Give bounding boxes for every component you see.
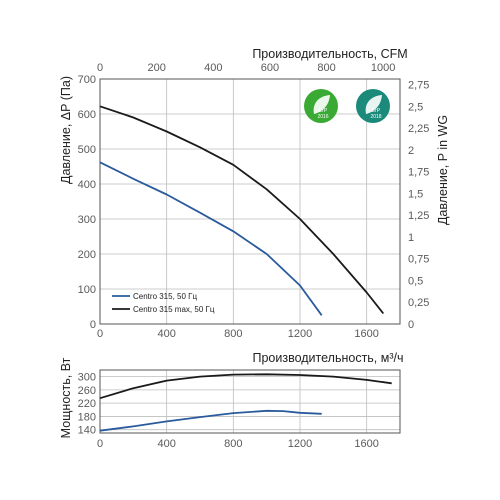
x-tick-label: 0 bbox=[97, 328, 103, 340]
power-x-tick-label: 1200 bbox=[288, 438, 312, 450]
main-grid bbox=[99, 78, 400, 325]
top-tick-label: 0 bbox=[97, 62, 103, 74]
power-x-tick-label: 0 bbox=[97, 438, 103, 450]
right-tick-label: 2,5 bbox=[408, 101, 423, 113]
top-tick-label: 800 bbox=[317, 62, 335, 74]
main-plot-frame bbox=[99, 78, 401, 325]
legend: Centro 315, 50 Гц Centro 315 max, 50 Гц bbox=[112, 292, 215, 314]
right-tick-label: 1,75 bbox=[408, 167, 429, 179]
erp-2016-badge-year: 2016 bbox=[317, 114, 328, 120]
erp-badges: ErP 2016 ErP 2018 bbox=[304, 89, 390, 123]
series-line-centro-315 bbox=[99, 161, 323, 316]
y-tick-label: 200 bbox=[78, 249, 96, 261]
right-axis-title: Давление, P in WG bbox=[436, 115, 450, 225]
power-x-tick-label: 800 bbox=[224, 438, 242, 450]
erp-2018-badge-year: 2018 bbox=[370, 114, 381, 120]
top-tick-label: 1000 bbox=[371, 62, 395, 74]
right-tick-label: 1 bbox=[408, 232, 414, 244]
legend-label-centro-315-max: Centro 315 max, 50 Гц bbox=[133, 305, 215, 314]
leaf-icon bbox=[365, 95, 382, 114]
power-y-tick-label: 260 bbox=[78, 385, 96, 397]
y-tick-label: 600 bbox=[78, 109, 96, 121]
power-y-tick-label: 180 bbox=[78, 411, 96, 423]
power-x-tick-label: 400 bbox=[157, 438, 175, 450]
erp-badge-2018: ErP 2018 bbox=[356, 89, 390, 123]
power-series-lines bbox=[99, 373, 392, 432]
x-tick-label: 1600 bbox=[354, 328, 378, 340]
right-tick-label: 0,75 bbox=[408, 254, 429, 266]
power-y-tick-label: 140 bbox=[78, 425, 96, 437]
right-tick-label: 2,75 bbox=[408, 79, 429, 91]
y-tick-label: 400 bbox=[78, 179, 96, 191]
power-line-centro-315-max bbox=[99, 373, 392, 400]
power-x-tick-label: 1600 bbox=[354, 438, 378, 450]
top-tick-label: 400 bbox=[204, 62, 222, 74]
erp-2018-badge-label: ErP bbox=[372, 108, 381, 114]
power-y-axis-title: Мощность, Вт bbox=[59, 357, 73, 438]
power-grid bbox=[99, 370, 400, 433]
power-line-centro-315 bbox=[99, 409, 322, 432]
right-tick-label: 0,25 bbox=[408, 297, 429, 309]
y-tick-label: 0 bbox=[90, 319, 96, 331]
top-tick-label: 600 bbox=[261, 62, 279, 74]
y-tick-label: 100 bbox=[78, 284, 96, 296]
x-tick-label: 800 bbox=[224, 328, 242, 340]
right-tick-label: 0 bbox=[408, 319, 414, 331]
legend-label-centro-315: Centro 315, 50 Гц bbox=[133, 292, 197, 301]
leaf-icon bbox=[313, 95, 330, 114]
right-tick-label: 2 bbox=[408, 145, 414, 157]
power-y-tick-label: 300 bbox=[78, 372, 96, 384]
x-tick-label: 1200 bbox=[288, 328, 312, 340]
power-x-axis-title: Производительность, м³/ч bbox=[252, 351, 403, 365]
right-tick-label: 1,25 bbox=[408, 210, 429, 222]
y-tick-label: 700 bbox=[78, 74, 96, 86]
top-axis-title: Производительность, CFM bbox=[252, 47, 407, 61]
power-plot-frame bbox=[99, 369, 401, 434]
left-axis-title: Давление, ΔP (Па) bbox=[59, 76, 73, 184]
series-line-centro-315-max bbox=[99, 105, 385, 315]
x-tick-label: 400 bbox=[157, 328, 175, 340]
top-tick-label: 200 bbox=[147, 62, 165, 74]
main-series-lines bbox=[99, 105, 385, 316]
y-tick-label: 300 bbox=[78, 214, 96, 226]
right-tick-label: 1,5 bbox=[408, 188, 423, 200]
power-y-tick-label: 220 bbox=[78, 398, 96, 410]
erp-2016-badge-label: ErP bbox=[319, 108, 328, 114]
right-tick-label: 0,5 bbox=[408, 275, 423, 287]
erp-badge-2016: ErP 2016 bbox=[304, 89, 338, 123]
right-tick-label: 2,25 bbox=[408, 123, 429, 135]
y-tick-label: 500 bbox=[78, 144, 96, 156]
